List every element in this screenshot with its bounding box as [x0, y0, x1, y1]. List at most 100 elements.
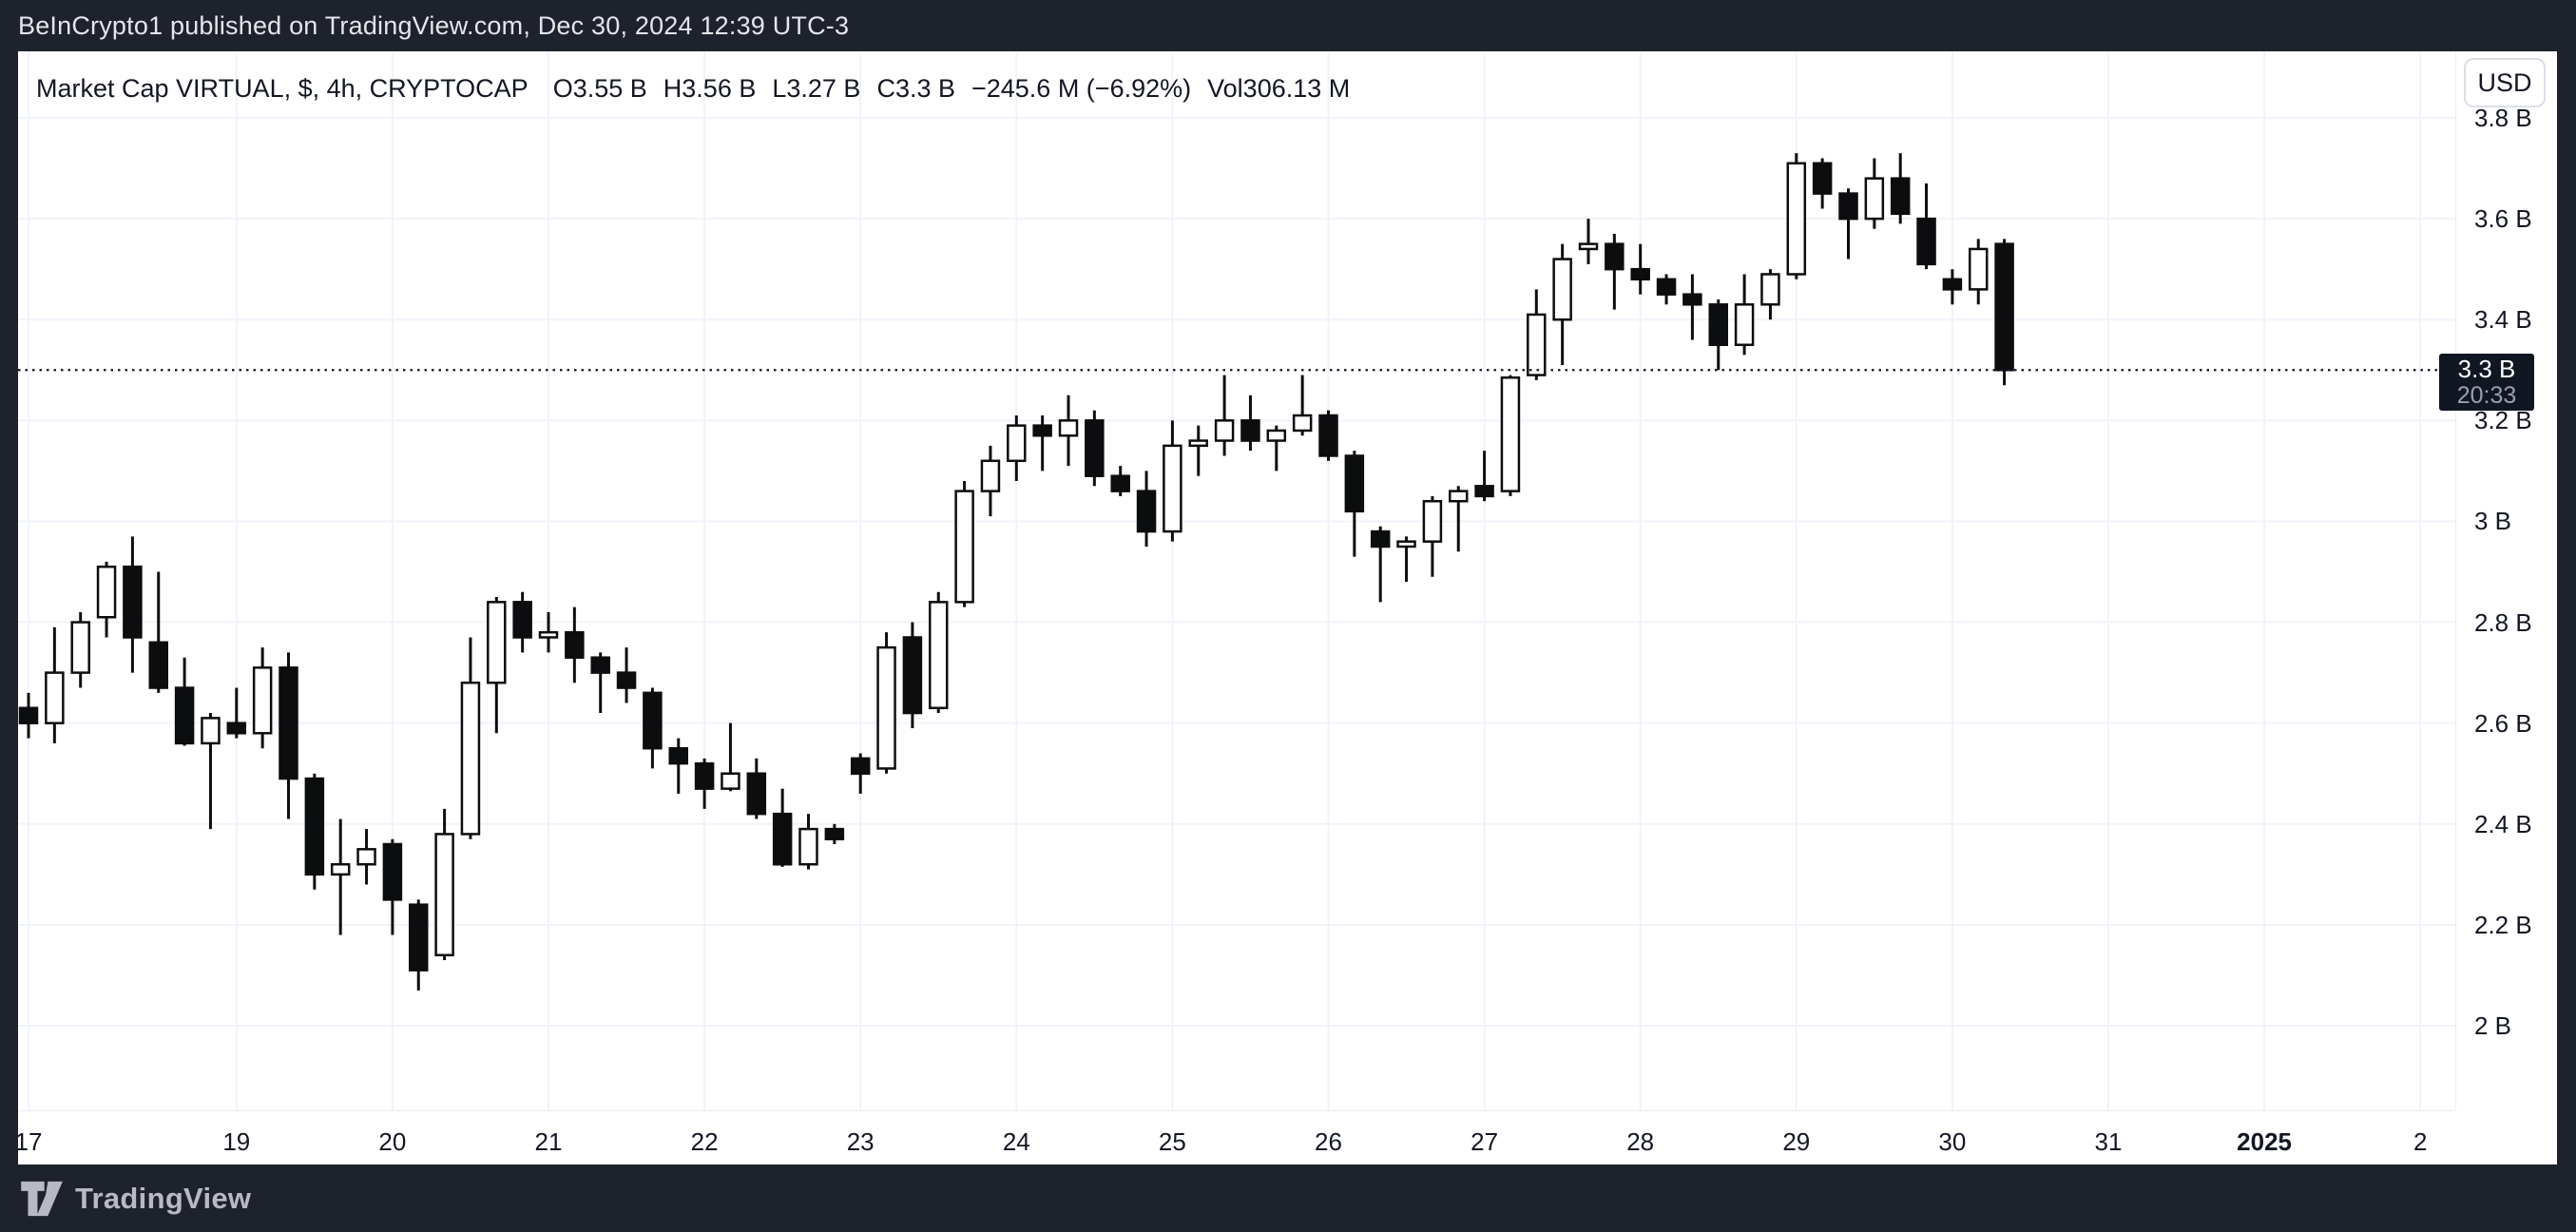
y-axis-label: 2.8 B — [2474, 607, 2532, 637]
candle-down — [1474, 451, 1494, 502]
candle-down — [1942, 269, 1963, 305]
y-axis-label: 3.8 B — [2474, 104, 2532, 132]
candle-down — [643, 687, 663, 769]
candle-up — [1007, 415, 1027, 482]
candle-up — [252, 647, 273, 749]
candle-up — [929, 591, 949, 714]
candle-up — [1292, 375, 1313, 436]
candle-up — [954, 481, 974, 607]
ohlc-close: C3.3 B — [876, 73, 955, 103]
symbol-title[interactable]: Market Cap VIRTUAL, $, 4h, CRYPTOCAP — [36, 73, 529, 103]
candle-down — [1032, 415, 1052, 472]
candle-down — [174, 657, 195, 746]
ohlc-open: O3.55 B — [552, 73, 647, 103]
candle-down — [1630, 243, 1650, 295]
candle-down — [694, 758, 715, 809]
candle-down — [902, 622, 923, 728]
candle-down — [1994, 239, 2014, 386]
x-axis-label: 27 — [1471, 1127, 1499, 1156]
x-axis-label: 23 — [846, 1127, 875, 1156]
candle-up — [1527, 289, 1547, 380]
candle-down — [616, 647, 637, 703]
candle-down — [1708, 299, 1728, 371]
bottom-bar: TradingView — [0, 1165, 2576, 1232]
last-price-badge: 3.3 B 20:33 — [2439, 354, 2534, 412]
candle-down — [123, 536, 143, 673]
y-axis-label: 2.2 B — [2474, 910, 2532, 939]
currency-toggle-button[interactable]: USD — [2464, 58, 2546, 107]
y-axis-label: 3.2 B — [2474, 406, 2532, 435]
candle-up — [330, 818, 351, 935]
y-axis-label: 2 B — [2474, 1011, 2512, 1040]
candle-down — [1916, 183, 1936, 270]
candle-down — [1838, 188, 1858, 260]
candle-up — [980, 445, 1001, 517]
top-attribution-bar: BeInCrypto1 published on TradingView.com… — [0, 0, 2576, 51]
y-axis-label: 3.6 B — [2474, 204, 2532, 234]
candle-up — [96, 561, 117, 638]
candles — [18, 153, 2014, 991]
candle-up — [70, 611, 90, 688]
x-axis-label: 25 — [1158, 1127, 1186, 1156]
candle-up — [1163, 420, 1182, 542]
candle-up — [538, 611, 559, 653]
candle-up — [1969, 239, 1989, 305]
y-axis-label: 2.6 B — [2474, 708, 2532, 738]
candle-up — [1422, 495, 1443, 577]
candle-down — [1136, 471, 1157, 547]
x-axis-label: 29 — [1782, 1127, 1811, 1156]
candle-down — [409, 899, 429, 991]
candle-up — [1734, 274, 1755, 356]
price-axis-separator — [2455, 51, 2456, 1110]
candle-down — [1812, 158, 1833, 209]
candle-down — [1656, 274, 1677, 305]
x-axis-label: 28 — [1626, 1127, 1655, 1156]
candle-down — [148, 571, 168, 693]
candle-up — [1500, 375, 1521, 496]
x-axis-label: 17 — [18, 1127, 43, 1156]
candle-down — [772, 788, 793, 867]
tradingview-wordmark: TradingView — [75, 1181, 252, 1215]
candle-down — [1890, 153, 1911, 224]
plot-area[interactable] — [18, 51, 2455, 1110]
y-axis-label: 2.4 B — [2474, 809, 2532, 838]
chart-panel: Market Cap VIRTUAL, $, 4h, CRYPTOCAP O3.… — [18, 51, 2557, 1165]
candle-down — [512, 591, 532, 653]
volume-value: Vol306.13 M — [1207, 73, 1351, 103]
x-axis-label: 31 — [2094, 1127, 2123, 1156]
x-axis-label: 22 — [690, 1127, 719, 1156]
candle-down — [18, 692, 39, 739]
candle-down — [746, 758, 767, 819]
bar-countdown: 20:33 — [2456, 382, 2517, 410]
candle-down — [304, 773, 325, 890]
candle-down — [668, 738, 688, 794]
candle-down — [279, 652, 298, 819]
candle-up — [1760, 269, 1780, 320]
candle-up — [1786, 153, 1807, 279]
last-price-value: 3.3 B — [2457, 355, 2516, 384]
candle-down — [1318, 410, 1338, 461]
ohlc-high: H3.56 B — [663, 73, 757, 103]
tradingview-logo[interactable]: TradingView — [21, 1180, 251, 1218]
x-axis-label: 26 — [1315, 1127, 1342, 1156]
candle-up — [1188, 425, 1208, 476]
tradingview-glyph-icon — [21, 1180, 63, 1218]
candle-down — [1605, 234, 1624, 310]
candle-up — [876, 632, 896, 774]
change-value: −245.6 M (−6.92%) — [971, 73, 1192, 103]
x-axis-label: 21 — [534, 1127, 563, 1156]
candle-up — [1578, 219, 1599, 264]
candle-down — [1240, 395, 1260, 452]
candle-up — [356, 829, 376, 885]
candle-up — [1266, 425, 1287, 472]
x-axis-label: 2 — [2413, 1127, 2428, 1156]
candle-up — [460, 637, 481, 839]
x-axis-label: 19 — [222, 1127, 251, 1156]
candle-up — [798, 814, 818, 870]
y-axis-label: 3 B — [2474, 507, 2512, 536]
attribution-text: BeInCrypto1 published on TradingView.com… — [18, 10, 850, 40]
candle-down — [590, 652, 610, 714]
candle-down — [382, 838, 403, 935]
candle-down — [850, 753, 871, 794]
x-axis-label: 20 — [378, 1127, 407, 1156]
